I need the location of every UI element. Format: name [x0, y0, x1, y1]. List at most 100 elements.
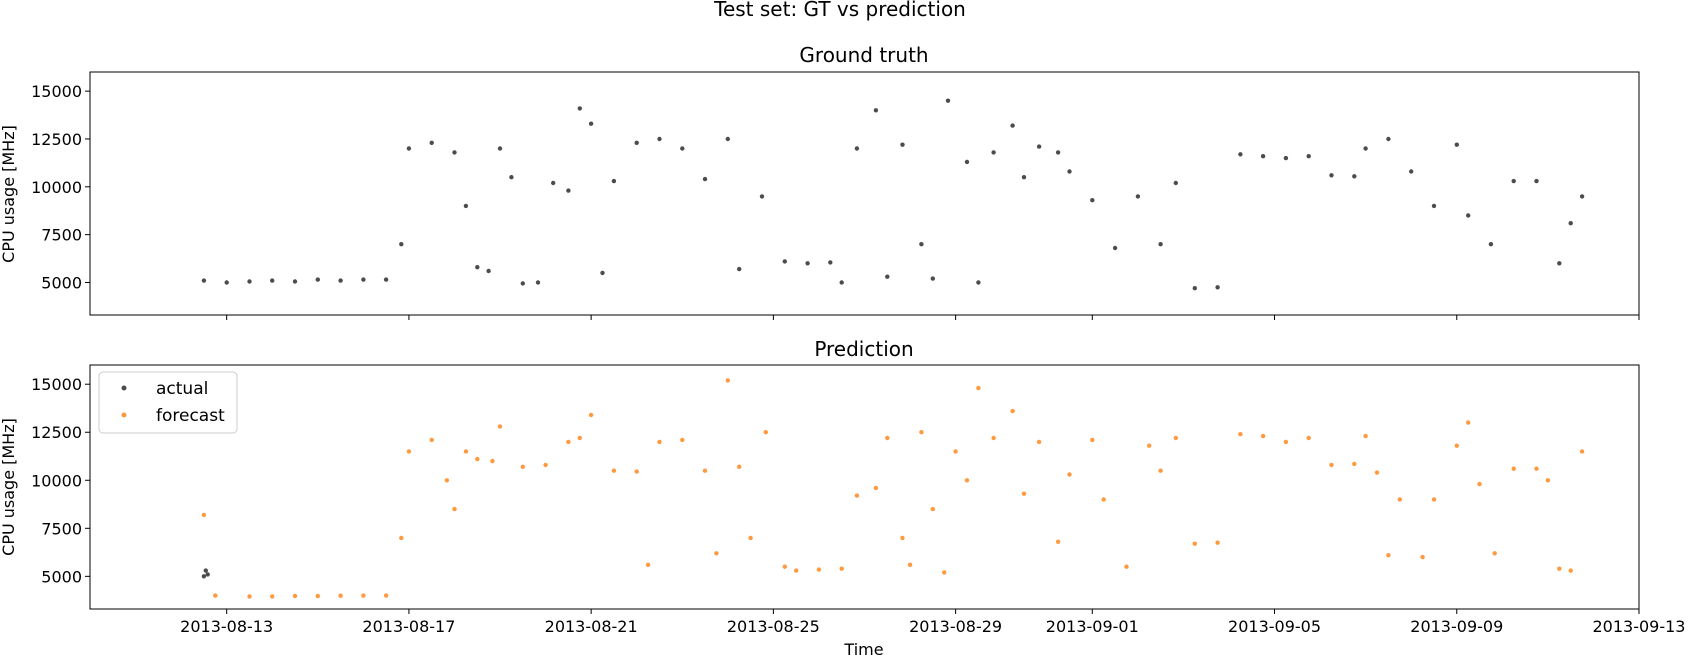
ground-truth-ylabel: CPU usage [MHz] — [0, 125, 18, 263]
data-point — [1067, 472, 1072, 477]
data-point — [919, 242, 924, 247]
ground-truth-title: Ground truth — [799, 43, 928, 67]
data-point — [611, 468, 617, 473]
data-point — [1055, 539, 1061, 544]
data-point — [702, 468, 708, 473]
y-tick-label: 15000 — [31, 82, 82, 101]
data-point — [361, 277, 366, 282]
data-point — [1545, 478, 1551, 483]
data-point — [1173, 435, 1179, 441]
prediction-ylabel: CPU usage [MHz] — [0, 418, 18, 556]
data-point — [566, 188, 571, 193]
data-point — [361, 593, 366, 598]
data-point — [1352, 174, 1357, 179]
data-point — [1090, 198, 1095, 203]
data-point — [463, 203, 469, 209]
data-point — [680, 437, 685, 443]
data-point — [588, 121, 594, 126]
data-point — [463, 449, 469, 454]
figure-suptitle: Test set: GT vs prediction — [713, 0, 966, 21]
data-point — [759, 194, 765, 199]
data-point — [1021, 491, 1027, 496]
ground-truth-frame — [89, 71, 1640, 316]
prediction-title: Prediction — [814, 337, 913, 361]
data-point — [991, 435, 996, 441]
data-point — [634, 140, 639, 145]
legend-actual-label: actual — [156, 379, 208, 399]
data-point — [1466, 420, 1471, 425]
data-point — [1124, 564, 1129, 569]
data-point — [588, 412, 594, 418]
data-point — [444, 478, 450, 483]
data-point — [600, 270, 605, 276]
data-point — [338, 593, 343, 598]
data-point — [315, 593, 320, 599]
y-tick-label: 12500 — [31, 423, 82, 442]
data-point — [1431, 497, 1437, 502]
prediction-points — [201, 378, 1585, 599]
data-point — [1579, 194, 1585, 199]
data-point — [854, 146, 860, 151]
data-point — [520, 281, 525, 286]
data-point — [794, 568, 799, 573]
data-point — [270, 594, 275, 599]
ground-truth-xticks — [226, 315, 1640, 320]
data-point — [839, 566, 844, 571]
x-tick-label: 2013-08-21 — [545, 617, 638, 636]
data-point — [247, 594, 252, 599]
y-tick-label: 12500 — [31, 130, 82, 149]
data-point — [885, 274, 890, 279]
data-point — [1431, 203, 1437, 209]
data-point — [1511, 178, 1516, 184]
legend-forecast-marker — [121, 412, 127, 418]
data-point — [964, 159, 970, 165]
data-point — [1534, 178, 1539, 184]
data-point — [490, 458, 495, 464]
data-point — [657, 136, 662, 142]
data-point — [942, 570, 947, 575]
data-point — [1173, 180, 1179, 186]
data-point — [1010, 408, 1015, 414]
data-point — [782, 564, 787, 569]
data-point — [737, 464, 742, 469]
data-point — [964, 478, 970, 483]
data-point — [1101, 497, 1106, 502]
x-tick-label: 2013-08-17 — [362, 617, 455, 636]
y-tick-label: 10000 — [31, 178, 82, 197]
data-point — [839, 280, 844, 285]
data-point — [399, 242, 404, 247]
data-point — [1260, 433, 1266, 439]
data-point — [1420, 554, 1425, 560]
data-point — [854, 493, 860, 498]
data-point — [1306, 435, 1311, 441]
data-point — [577, 106, 582, 111]
data-point — [1477, 481, 1482, 487]
data-point — [919, 430, 924, 435]
data-point — [907, 562, 913, 567]
data-point — [1067, 169, 1072, 174]
data-point — [1568, 221, 1573, 226]
data-point — [566, 439, 571, 445]
legend-actual-marker — [121, 385, 127, 391]
data-point — [509, 175, 514, 180]
data-point — [805, 261, 810, 266]
ground-truth-axes: Ground truth CPU usage [MHz] 5000 7500 100… — [0, 43, 1640, 320]
data-point — [991, 150, 996, 155]
data-point — [205, 572, 210, 577]
data-point — [383, 277, 389, 282]
data-point — [213, 593, 218, 598]
data-point — [1283, 439, 1289, 445]
data-point — [657, 439, 662, 445]
y-tick-label: 15000 — [31, 375, 82, 394]
data-point — [406, 449, 412, 454]
data-point — [577, 435, 582, 441]
data-point — [1036, 439, 1042, 445]
data-point — [885, 435, 890, 441]
data-point — [203, 568, 208, 573]
data-point — [725, 378, 730, 383]
data-point — [1036, 144, 1042, 149]
data-point — [292, 593, 298, 599]
data-point — [763, 430, 768, 435]
data-point — [645, 562, 651, 567]
